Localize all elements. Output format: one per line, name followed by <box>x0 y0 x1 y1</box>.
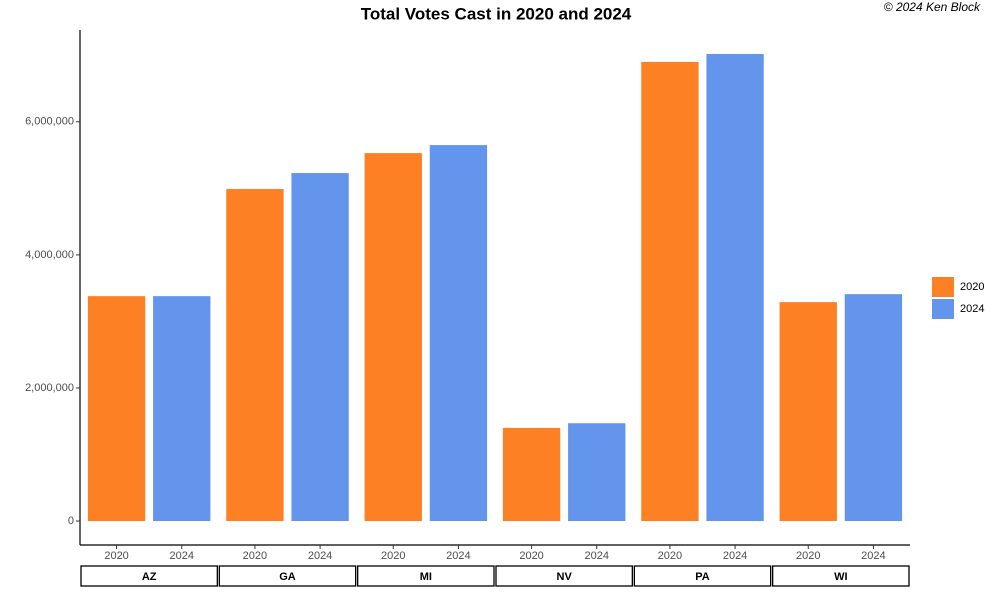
x-tick-label: 2024 <box>585 550 609 562</box>
x-tick-label: 2020 <box>796 550 820 562</box>
x-tick-label: 2024 <box>170 550 194 562</box>
chart-title: Total Votes Cast in 2020 and 2024 <box>361 4 632 23</box>
bar <box>291 173 349 522</box>
x-tick-label: 2020 <box>381 550 405 562</box>
facet-label: AZ <box>142 571 157 583</box>
annotation: © 2024 Ken Block <box>884 0 981 14</box>
facet-label: PA <box>695 571 710 583</box>
legend-label: 2020 <box>960 281 984 293</box>
y-tick-label: 6,000,000 <box>25 116 74 128</box>
x-tick-label: 2024 <box>446 550 470 562</box>
bar <box>87 296 146 522</box>
facet-strip <box>218 565 357 587</box>
bar <box>502 427 561 522</box>
y-tick-label: 4,000,000 <box>25 249 74 261</box>
facet-label: WI <box>834 571 847 583</box>
x-tick-label: 2020 <box>519 550 543 562</box>
facet-label: NV <box>557 571 573 583</box>
facet-label: GA <box>279 571 296 583</box>
bar <box>429 145 488 522</box>
bar <box>844 294 903 522</box>
bar <box>364 153 422 522</box>
bar <box>779 302 837 522</box>
facet-strip <box>357 565 495 587</box>
bar <box>568 423 626 522</box>
facet-strip <box>772 565 910 587</box>
legend-label: 2024 <box>960 303 984 315</box>
facet-strip <box>495 565 633 587</box>
bar <box>641 61 699 522</box>
facet-strip <box>633 565 772 587</box>
facet-strip <box>80 565 218 587</box>
y-tick-label: 2,000,000 <box>25 382 74 394</box>
legend-key <box>932 277 954 297</box>
x-tick-label: 2020 <box>658 550 682 562</box>
x-tick-label: 2024 <box>723 550 747 562</box>
x-tick-label: 2024 <box>308 550 332 562</box>
x-tick-label: 2024 <box>861 550 885 562</box>
bar <box>706 53 764 522</box>
legend-key <box>932 299 954 319</box>
y-tick-label: 0 <box>68 515 74 527</box>
facet-label: MI <box>420 571 432 583</box>
x-tick-label: 2020 <box>104 550 128 562</box>
bar <box>226 189 284 522</box>
bar <box>153 296 211 522</box>
x-tick-label: 2020 <box>243 550 267 562</box>
